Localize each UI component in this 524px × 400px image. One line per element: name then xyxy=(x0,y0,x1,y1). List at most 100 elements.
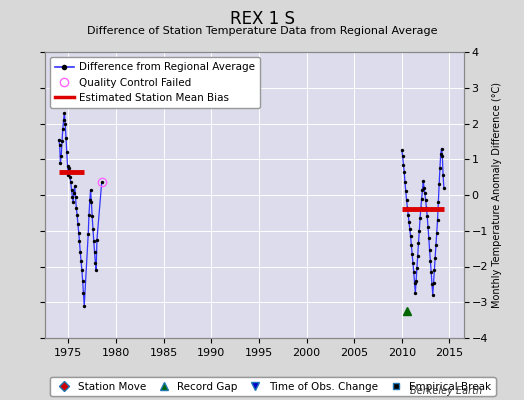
Point xyxy=(64,172,72,178)
Point xyxy=(76,249,84,255)
Point xyxy=(411,290,420,296)
Point xyxy=(62,149,71,155)
Point xyxy=(56,160,64,166)
Text: REX 1 S: REX 1 S xyxy=(230,10,294,28)
Point xyxy=(439,172,447,178)
Point xyxy=(79,278,87,284)
Legend: Station Move, Record Gap, Time of Obs. Change, Empirical Break: Station Move, Record Gap, Time of Obs. C… xyxy=(50,377,496,396)
Point xyxy=(406,226,414,232)
Point xyxy=(424,235,433,241)
Point xyxy=(80,303,89,309)
Point xyxy=(408,251,417,257)
Point xyxy=(421,190,429,196)
Point xyxy=(398,152,407,159)
Point xyxy=(68,186,76,193)
Point xyxy=(435,181,443,188)
Point xyxy=(65,165,73,171)
Point xyxy=(433,217,442,223)
Text: Difference of Station Temperature Data from Regional Average: Difference of Station Temperature Data f… xyxy=(87,26,437,36)
Point xyxy=(92,267,100,273)
Point xyxy=(421,197,430,204)
Point xyxy=(84,231,92,238)
Point xyxy=(88,213,96,220)
Point xyxy=(59,117,68,123)
Point xyxy=(438,145,446,152)
Point xyxy=(434,199,443,205)
Point xyxy=(71,183,79,189)
Point xyxy=(410,279,419,286)
Point xyxy=(63,163,72,170)
Point xyxy=(406,233,414,239)
Point xyxy=(432,229,441,236)
Point xyxy=(425,247,434,254)
Point xyxy=(62,134,70,141)
Point xyxy=(61,120,69,127)
Point xyxy=(85,212,93,218)
Point xyxy=(78,267,86,273)
Point xyxy=(440,185,448,191)
Point xyxy=(416,215,424,222)
Point xyxy=(428,281,436,288)
Point xyxy=(410,269,418,275)
Point xyxy=(429,279,438,286)
Point xyxy=(400,168,408,175)
Point xyxy=(91,260,100,266)
Point xyxy=(438,152,446,159)
Point xyxy=(412,278,420,284)
Point xyxy=(415,228,423,234)
Point xyxy=(418,195,426,202)
Point xyxy=(407,242,416,248)
Point xyxy=(68,194,77,200)
Point xyxy=(417,204,425,211)
Point xyxy=(87,199,95,205)
Point xyxy=(418,186,427,193)
Point xyxy=(74,220,82,227)
Point xyxy=(67,179,75,186)
Point xyxy=(430,267,439,273)
Point xyxy=(58,138,66,144)
Point xyxy=(420,185,428,191)
Point xyxy=(429,292,437,298)
Point xyxy=(71,194,80,200)
Point xyxy=(398,147,406,154)
Point xyxy=(427,269,435,275)
Point xyxy=(404,212,412,218)
Point xyxy=(432,242,440,248)
Text: Berkeley Earth: Berkeley Earth xyxy=(410,386,482,396)
Point xyxy=(436,151,445,157)
Point xyxy=(85,197,94,204)
Point xyxy=(77,258,85,264)
Point xyxy=(431,254,439,261)
Point xyxy=(69,199,78,205)
Point xyxy=(90,238,98,245)
Point xyxy=(402,197,411,204)
Point xyxy=(401,179,409,186)
Point xyxy=(436,165,444,171)
Point xyxy=(422,204,431,211)
Point xyxy=(97,179,106,186)
Point xyxy=(59,126,67,132)
Y-axis label: Monthly Temperature Anomaly Difference (°C): Monthly Temperature Anomaly Difference (… xyxy=(492,82,502,308)
Point xyxy=(72,204,81,211)
Point xyxy=(401,188,410,195)
Point xyxy=(423,213,431,220)
Point xyxy=(409,260,417,266)
Point xyxy=(90,249,99,255)
Point xyxy=(399,162,408,168)
Point xyxy=(405,219,413,225)
Point xyxy=(426,258,434,264)
Point xyxy=(70,190,78,196)
Point xyxy=(424,224,432,230)
Point xyxy=(89,226,97,232)
Point xyxy=(57,152,66,159)
Point xyxy=(75,238,84,245)
Point xyxy=(414,240,423,246)
Point xyxy=(79,290,88,296)
Point xyxy=(60,110,69,116)
Point xyxy=(66,174,74,180)
Point xyxy=(73,212,81,218)
Point xyxy=(74,229,83,236)
Point xyxy=(54,136,63,143)
Point xyxy=(413,265,421,272)
Point xyxy=(56,142,64,148)
